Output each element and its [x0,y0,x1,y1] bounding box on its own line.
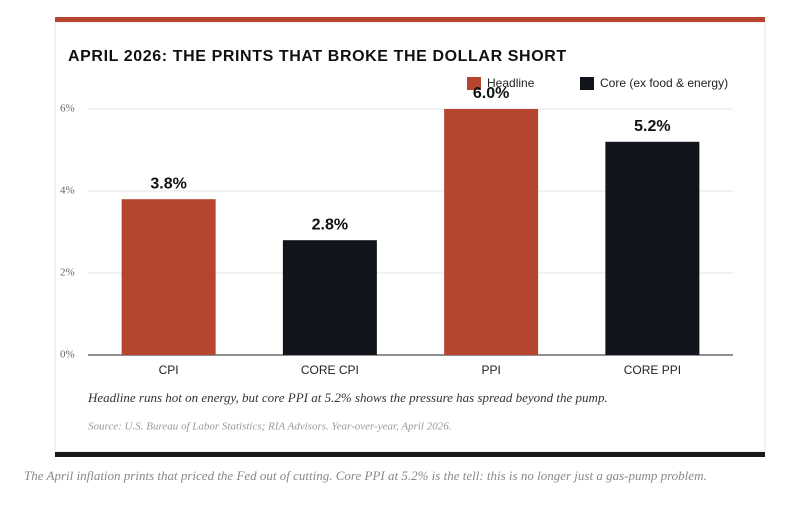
value-label: 5.2% [634,118,670,135]
legend-label: Core (ex food & energy) [600,76,728,90]
page-caption: The April inflation prints that priced t… [24,468,707,483]
source: Source: U.S. Bureau of Labor Statistics;… [88,421,451,433]
value-label: 6.0% [473,85,509,102]
bottom-rule [55,452,765,457]
chart-title: APRIL 2026: THE PRINTS THAT BROKE THE DO… [68,48,567,65]
caption: Headline runs hot on energy, but core PP… [87,390,608,405]
x-tick-label: CORE PPI [624,363,681,377]
legend-swatch [580,77,594,90]
y-tick-label: 6% [60,103,75,115]
y-tick-label: 2% [60,267,75,279]
value-label: 2.8% [312,216,348,233]
legend-swatch [467,77,481,90]
x-tick-label: PPI [481,363,500,377]
bar [444,109,539,355]
y-tick-label: 4% [60,185,75,197]
chart: APRIL 2026: THE PRINTS THAT BROKE THE DO… [54,17,766,457]
top-rule [55,17,765,22]
y-tick-label: 0% [60,349,75,361]
value-label: 3.8% [150,175,186,192]
x-tick-label: CPI [159,363,179,377]
bar [605,141,700,355]
bar [282,240,377,355]
x-tick-label: CORE CPI [301,363,359,377]
legend-label: Headline [487,76,535,90]
bar [121,199,216,355]
